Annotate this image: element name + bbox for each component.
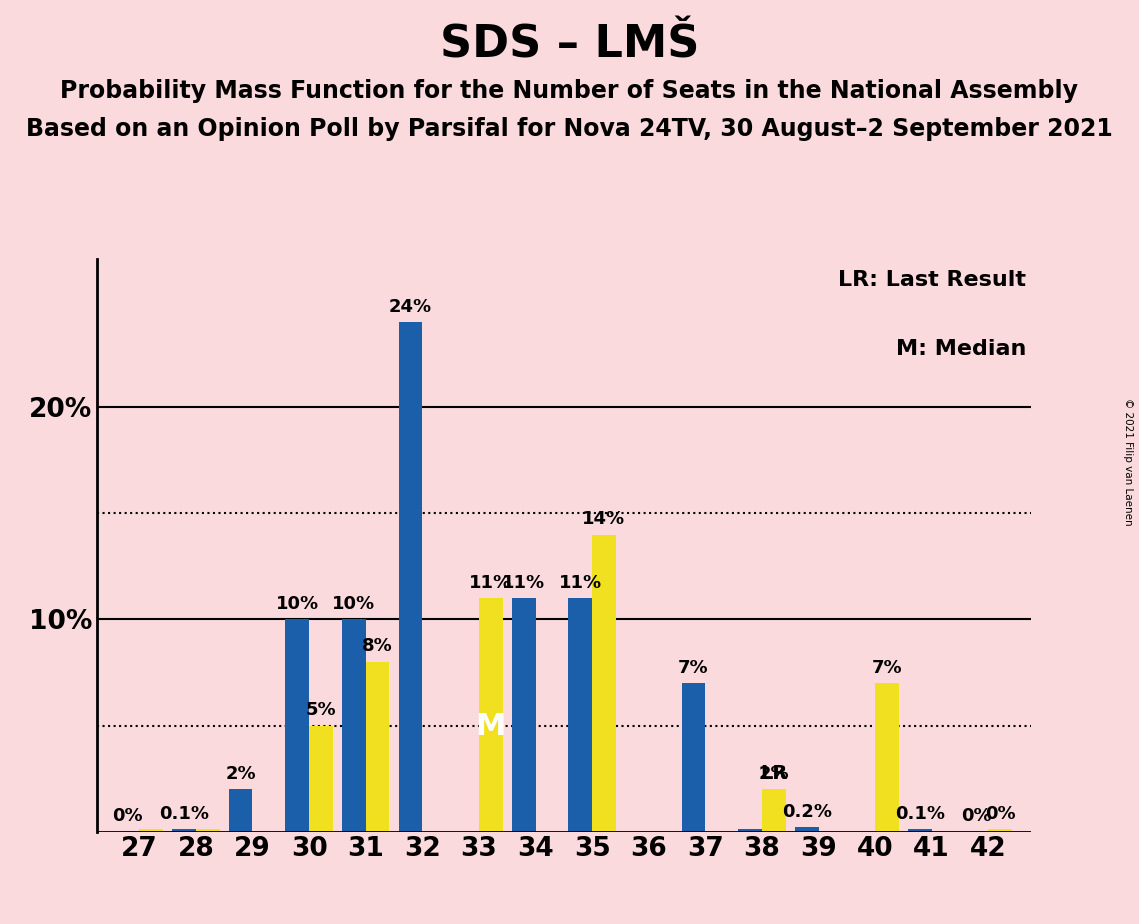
Bar bbox=[366, 662, 390, 832]
Text: 0%: 0% bbox=[985, 805, 1016, 823]
Bar bbox=[196, 830, 220, 832]
Bar bbox=[592, 535, 616, 832]
Text: 2%: 2% bbox=[226, 765, 256, 783]
Text: 11%: 11% bbox=[502, 574, 546, 592]
Text: Probability Mass Function for the Number of Seats in the National Assembly: Probability Mass Function for the Number… bbox=[60, 79, 1079, 103]
Bar bbox=[229, 789, 253, 832]
Bar bbox=[738, 830, 762, 832]
Bar bbox=[399, 322, 423, 832]
Text: Based on an Opinion Poll by Parsifal for Nova 24TV, 30 August–2 September 2021: Based on an Opinion Poll by Parsifal for… bbox=[26, 117, 1113, 141]
Bar bbox=[908, 830, 932, 832]
Text: 7%: 7% bbox=[871, 659, 902, 676]
Bar bbox=[309, 725, 333, 832]
Text: LR: LR bbox=[760, 764, 787, 783]
Bar bbox=[478, 598, 502, 832]
Text: 2%: 2% bbox=[759, 765, 789, 783]
Text: 8%: 8% bbox=[362, 638, 393, 655]
Text: 11%: 11% bbox=[469, 574, 513, 592]
Text: 24%: 24% bbox=[388, 298, 432, 316]
Text: 0.2%: 0.2% bbox=[781, 803, 831, 821]
Text: SDS – LMŠ: SDS – LMŠ bbox=[440, 23, 699, 67]
Bar bbox=[681, 683, 705, 832]
Bar bbox=[342, 619, 366, 832]
Text: M: Median: M: Median bbox=[895, 339, 1026, 359]
Text: 0.1%: 0.1% bbox=[895, 805, 945, 823]
Bar bbox=[795, 827, 819, 832]
Bar bbox=[139, 830, 163, 832]
Text: 11%: 11% bbox=[558, 574, 601, 592]
Bar bbox=[511, 598, 535, 832]
Text: 10%: 10% bbox=[276, 595, 319, 613]
Text: 14%: 14% bbox=[582, 510, 625, 529]
Text: 0%: 0% bbox=[961, 808, 992, 825]
Bar bbox=[762, 789, 786, 832]
Text: LR: Last Result: LR: Last Result bbox=[838, 270, 1026, 290]
Text: 5%: 5% bbox=[305, 701, 336, 719]
Text: M: M bbox=[476, 712, 506, 741]
Text: 7%: 7% bbox=[678, 659, 708, 676]
Text: © 2021 Filip van Laenen: © 2021 Filip van Laenen bbox=[1123, 398, 1133, 526]
Bar bbox=[875, 683, 899, 832]
Bar bbox=[172, 830, 196, 832]
Bar bbox=[568, 598, 592, 832]
Text: 10%: 10% bbox=[333, 595, 376, 613]
Bar bbox=[285, 619, 309, 832]
Bar bbox=[989, 830, 1013, 832]
Text: 0%: 0% bbox=[112, 808, 142, 825]
Text: 0.1%: 0.1% bbox=[159, 805, 208, 823]
